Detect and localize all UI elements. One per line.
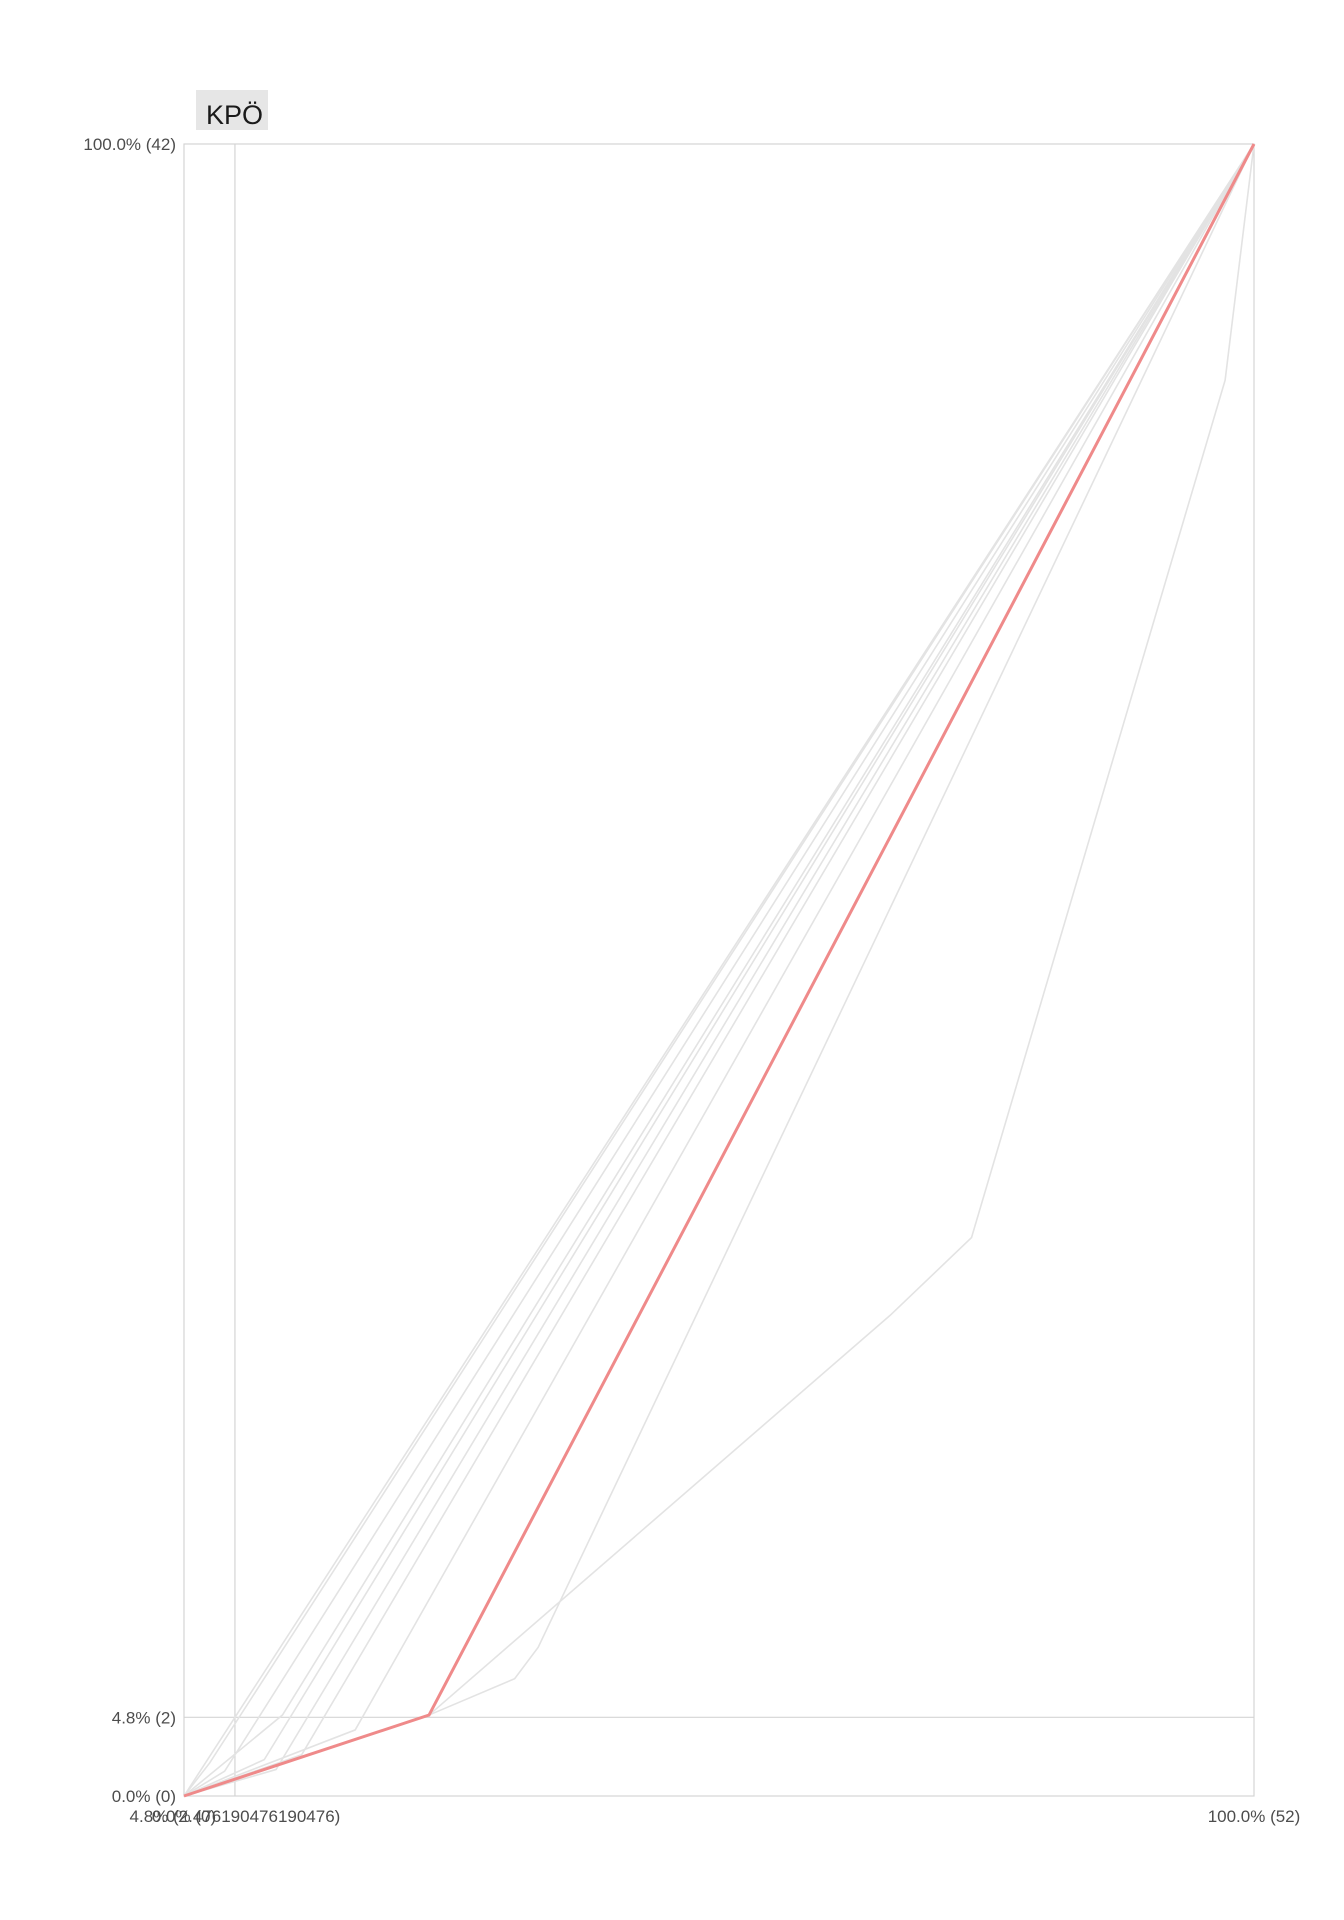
x-tick-label-0: 0.0% (0) — [152, 1807, 216, 1826]
background-series-line-9 — [183, 143, 1255, 1797]
highlighted-series-line — [183, 143, 1256, 1798]
highlighted-series-group — [183, 143, 1256, 1798]
background-series-line-2 — [183, 143, 1255, 1797]
x-axis-tick-labels: 0.0% (0)4.8% (2.476190476190476) 100.0% (… — [130, 1807, 1301, 1826]
panel-title: KPÖ — [206, 100, 263, 130]
panel-title-background — [196, 90, 268, 130]
y-axis-tick-labels: 0.0% (0) 4.8% (2) 100.0% (42) — [83, 135, 176, 1806]
y-tick-label-1: 4.8% (2) — [112, 1708, 176, 1727]
y-tick-label-0: 0.0% (0) — [112, 1787, 176, 1806]
background-series-line-6 — [183, 143, 1255, 1797]
y-tick-label-2: 100.0% (42) — [83, 135, 176, 154]
x-tick-label-2: 100.0% (52) — [1208, 1807, 1301, 1826]
x-tick-label-1: 4.8% (2.476190476190476) — [130, 1807, 341, 1826]
plot-frame — [183, 143, 1255, 1797]
background-series-line-5 — [183, 143, 1255, 1797]
background-series-group — [183, 143, 1255, 1797]
background-series-line-4 — [183, 143, 1255, 1797]
